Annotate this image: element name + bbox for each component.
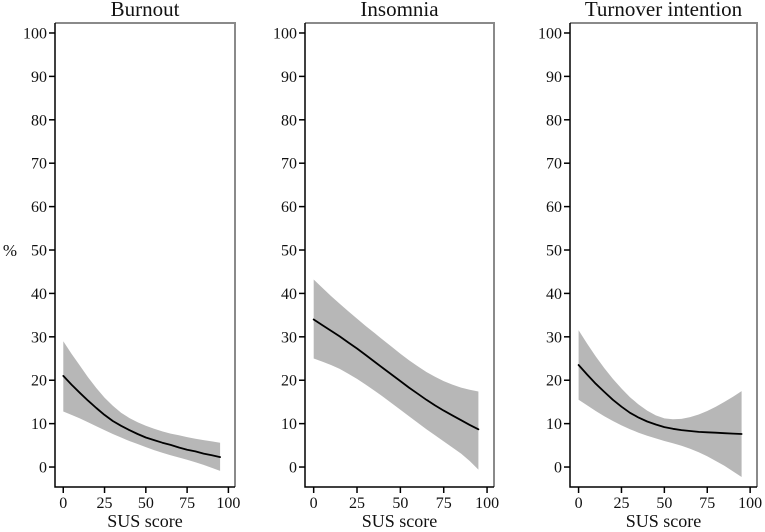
confidence-band: [313, 279, 479, 470]
y-tick-label: 70: [546, 156, 562, 173]
y-tick-label: 90: [281, 69, 297, 86]
x-tick-label: 100: [475, 495, 499, 512]
confidence-band: [63, 341, 221, 471]
mean-line: [312, 318, 480, 431]
y-tick-label: 50: [281, 243, 297, 260]
y-tick-label: 70: [281, 156, 297, 173]
y-tick-label: 80: [31, 112, 47, 129]
panel-title-insomnia: Insomnia: [360, 0, 439, 21]
y-tick-label: 100: [23, 25, 47, 42]
y-tick-label: 10: [546, 416, 562, 433]
axis-lines: [569, 23, 757, 488]
y-tick-label: 30: [546, 329, 562, 346]
y-tick-label: 20: [281, 373, 297, 390]
y-tick-label: 40: [281, 286, 297, 303]
x-tick-label: 25: [97, 495, 113, 512]
x-tick-label: 0: [575, 495, 583, 512]
x-tick-label: 100: [738, 495, 762, 512]
x-tick-label: 50: [392, 495, 408, 512]
y-tick-label: 30: [31, 329, 47, 346]
y-tick-label: 90: [546, 69, 562, 86]
y-tick-label: 70: [31, 156, 47, 173]
plot-frame: [570, 22, 758, 487]
y-tick-label: 40: [546, 286, 562, 303]
y-tick-label: 20: [546, 373, 562, 390]
y-tick-label: 100: [538, 25, 562, 42]
y-axis-label: %: [2, 241, 18, 260]
x-tick-label: 75: [436, 495, 452, 512]
mean-line: [577, 364, 743, 435]
x-axis-label-burnout: SUS score: [107, 511, 183, 531]
x-axis-label-insomnia: SUS score: [361, 511, 438, 531]
panel-title-turnover-intention: Turnover intention: [584, 0, 743, 21]
y-tick-label: 40: [31, 286, 47, 303]
y-tick-label: 90: [31, 69, 47, 86]
y-tick-label: 20: [31, 373, 47, 390]
y-tick-label: 60: [546, 199, 562, 216]
x-tick-label: 100: [216, 495, 240, 512]
plot-area-insomnia: 0 10 20 30 40 50 60 70 80 90 100 0 25 50 75 100: [273, 22, 499, 512]
y-tick-label: 80: [546, 112, 562, 129]
x-tick-label: 25: [349, 495, 365, 512]
y-tick-label: 100: [273, 25, 297, 42]
x-tick-label: 50: [656, 495, 672, 512]
y-tick-label: 10: [31, 416, 47, 433]
y-tick-label: 10: [281, 416, 297, 433]
x-tick-label: 75: [179, 495, 195, 512]
panel-title-burnout: Burnout: [110, 0, 180, 21]
y-tick-label: 30: [281, 329, 297, 346]
y-tick-label: 0: [289, 460, 297, 477]
x-tick-label: 0: [59, 495, 67, 512]
plot-area-turnover-intention: 0 10 20 30 40 50 60 70 80 90 100 0 25 50 75 100: [538, 22, 762, 512]
mean-line: [62, 374, 222, 459]
axis-lines: [54, 23, 235, 488]
x-tick-label: 0: [310, 495, 318, 512]
x-tick-label: 75: [699, 495, 715, 512]
y-tick-label: 50: [31, 243, 47, 260]
plot-area-burnout: 0 10 20 30 40 50 60 70 80 90 100 0 25 50 75 100: [23, 22, 240, 512]
y-tick-label: 50: [546, 243, 562, 260]
x-tick-label: 25: [613, 495, 629, 512]
x-tick-label: 50: [138, 495, 154, 512]
y-tick-label: 0: [39, 460, 47, 477]
confidence-band: [578, 330, 742, 477]
axis-lines: [304, 23, 494, 488]
y-tick-label: 80: [281, 112, 297, 129]
y-tick-label: 60: [281, 199, 297, 216]
plot-frame: [55, 22, 236, 487]
plot-frame: [305, 22, 495, 487]
y-tick-label: 60: [31, 199, 47, 216]
y-tick-label: 0: [554, 460, 562, 477]
x-axis-label-turnover-intention: SUS score: [625, 511, 702, 531]
